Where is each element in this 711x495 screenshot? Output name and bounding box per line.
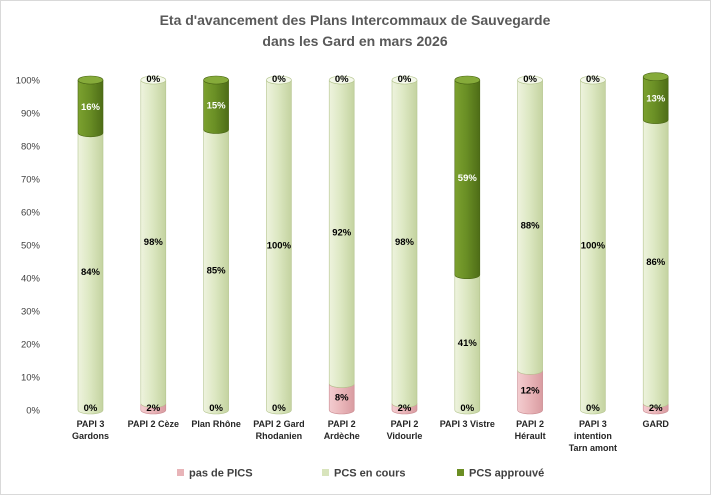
x-category-label: Plan Rhône — [191, 419, 241, 429]
data-label: 0% — [523, 74, 537, 85]
bar-column: 0% 41% 59% — [454, 75, 481, 415]
data-label: 100% — [581, 241, 606, 252]
y-tick-label: 90% — [21, 109, 41, 120]
data-label: 0% — [586, 403, 600, 414]
y-tick-label: 70% — [21, 175, 41, 186]
y-tick-label: 100% — [16, 76, 41, 87]
bar-column: 0% 84% 16% — [77, 75, 104, 415]
y-tick-label: 0% — [26, 406, 40, 417]
data-label: 12% — [521, 386, 541, 397]
bar-cap — [140, 75, 167, 85]
bar-column: 0% 85% 15% — [203, 75, 229, 415]
x-category-label: PAPI 2 Ardèche — [324, 419, 360, 441]
bar-cap — [580, 75, 606, 85]
x-category-label: GARD — [642, 419, 669, 429]
x-category-label: PAPI 2 Cèze — [128, 419, 179, 429]
y-tick-label: 80% — [21, 142, 41, 153]
y-tick-label: 40% — [21, 274, 41, 285]
x-category-label: PAPI 2 Gard Rhodanien — [253, 419, 304, 441]
bar-column: 12% 88% 0% — [517, 74, 543, 415]
chart-title-line-1: Eta d'avancement des Plans Intercommaux … — [160, 12, 551, 28]
legend-item: pas de PICS — [177, 468, 253, 480]
data-label: 86% — [646, 257, 666, 268]
data-label: 8% — [335, 392, 349, 403]
x-axis: PAPI 3 Gardons PAPI 2 Cèze Plan Rhône PAPI 2… — [72, 419, 669, 453]
data-label: 0% — [460, 403, 474, 414]
data-label: 88% — [521, 221, 541, 232]
data-label: 0% — [398, 74, 412, 85]
y-tick-label: 30% — [21, 307, 41, 318]
bar-column: 2% 98% 0% — [140, 74, 167, 415]
data-label: 92% — [332, 227, 352, 238]
x-category-label: PAPI 2 Vidourle — [387, 419, 423, 441]
legend-swatch — [322, 469, 329, 476]
bar-cap — [328, 75, 355, 85]
data-label: 0% — [586, 74, 600, 85]
bar-cap — [517, 75, 543, 85]
bar-cap — [77, 75, 104, 85]
data-label: 2% — [649, 403, 663, 414]
bar-cap — [203, 75, 229, 85]
bar-column: 0% 100% 0% — [580, 74, 606, 415]
x-category-label: PAPI 2 Hérault — [515, 419, 546, 441]
chart-title-line-2: dans les Gard en mars 2026 — [262, 33, 447, 49]
data-label: 0% — [146, 74, 160, 85]
data-label: 2% — [146, 403, 160, 414]
legend-swatch — [457, 469, 464, 476]
x-category-label: PAPI 3 intention Tarn amont — [569, 419, 617, 453]
data-label: 41% — [458, 338, 478, 349]
legend-item: PCS approuvé — [457, 468, 544, 480]
data-label: 98% — [395, 237, 415, 248]
legend-swatch — [177, 469, 184, 476]
y-tick-label: 50% — [21, 241, 41, 252]
data-label: 0% — [84, 403, 98, 414]
legend: pas de PICS PCS en cours PCS approuvé — [177, 468, 544, 480]
bar-cap — [642, 72, 669, 81]
data-label: 0% — [335, 74, 349, 85]
x-category-label: PAPI 3 Vistre — [440, 419, 495, 429]
bar-cap — [391, 75, 418, 85]
legend-label: PCS approuvé — [469, 468, 544, 480]
y-axis: 0% 10% 20% 30% 40% 50% 60% 70% 80% 90% 100% — [16, 76, 41, 417]
legend-label: pas de PICS — [189, 468, 253, 480]
data-label: 59% — [458, 173, 478, 184]
data-label: 15% — [207, 100, 227, 111]
bar-column: 0% 100% 0% — [266, 74, 292, 415]
data-label: 0% — [272, 74, 286, 85]
data-label: 0% — [272, 403, 286, 414]
bar-column: 2% 98% 0% — [391, 74, 418, 415]
y-tick-label: 20% — [21, 340, 41, 351]
data-label: 98% — [144, 237, 164, 248]
x-category-label: PAPI 3 Gardons — [72, 419, 109, 441]
legend-item: PCS en cours — [322, 468, 406, 480]
bar-column: 2% 86% 13% — [642, 72, 669, 415]
data-label: 0% — [209, 403, 223, 414]
bar-cap — [266, 75, 292, 85]
bars: 0%84%16%2%98%0%0%85%15%0%100%0%8%92%0%2%… — [77, 72, 669, 415]
data-label: 100% — [267, 241, 292, 252]
data-label: 85% — [207, 265, 227, 276]
legend-label: PCS en cours — [334, 468, 406, 480]
y-tick-label: 60% — [21, 208, 41, 219]
data-label: 13% — [646, 94, 666, 105]
data-label: 84% — [81, 267, 101, 278]
bar-cap — [454, 75, 481, 85]
data-label: 2% — [398, 403, 412, 414]
y-tick-label: 10% — [21, 373, 41, 384]
data-label: 16% — [81, 102, 101, 113]
bar-column: 8% 92% 0% — [328, 74, 355, 415]
